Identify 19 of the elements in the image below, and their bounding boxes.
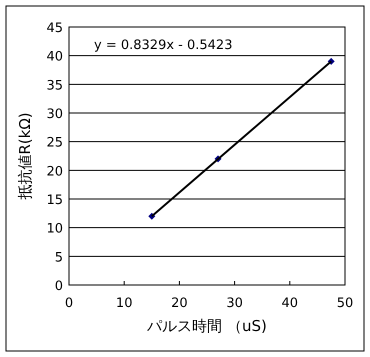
y-tick-label: 40 [46,50,63,65]
x-tick-label: 50 [336,296,354,311]
y-tick-label: 5 [54,250,63,266]
y-tick-label: 30 [46,107,63,122]
x-axis-title: パルス時間 （uS) [146,317,267,335]
y-tick-label: 45 [46,21,63,36]
y-tick-label: 20 [46,164,63,180]
x-tick-label: 0 [64,296,74,311]
annotation: y = 0.8329x - 0.5423 [94,38,232,53]
y-tick-label: 0 [54,279,63,294]
x-tick-label: 20 [171,296,188,311]
x-tick-label: 40 [282,296,298,311]
x-tick-label: 10 [116,296,132,311]
x-tick-label: 30 [226,296,243,311]
y-tick-label: 10 [46,222,63,237]
y-tick-label: 25 [46,136,63,151]
y-tick-label: 35 [46,78,63,94]
y-tick-label: 15 [46,193,63,208]
y-axis-title: 抵抗値R(kΩ) [16,112,34,201]
